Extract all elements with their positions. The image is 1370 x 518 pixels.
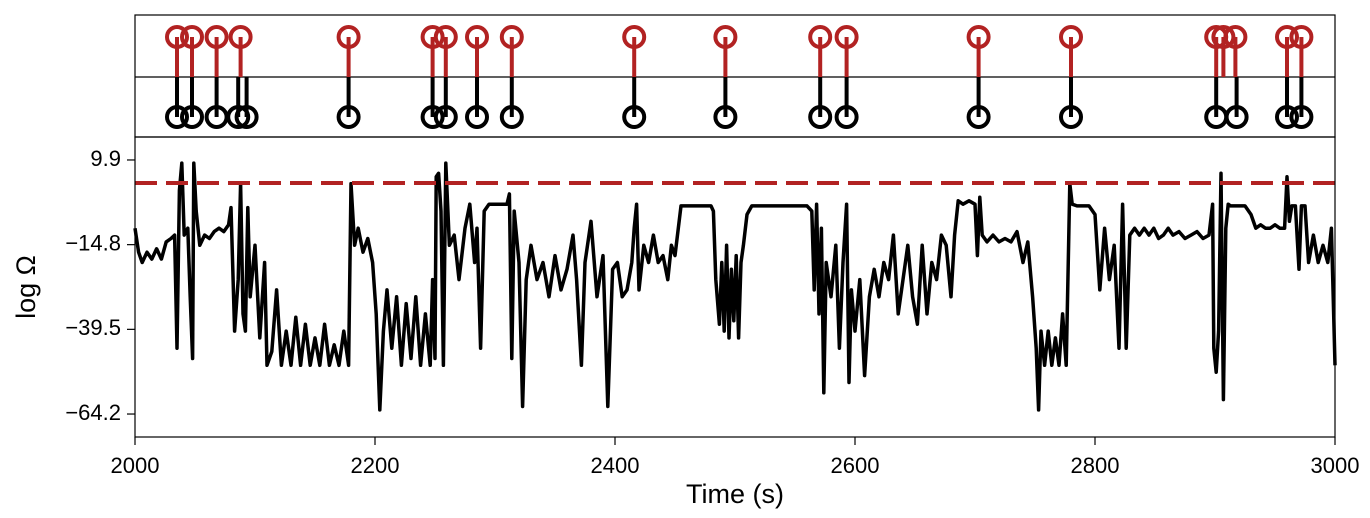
panel-frame — [134, 136, 1336, 438]
event-marker — [622, 105, 647, 129]
event-marker — [1059, 105, 1083, 129]
event-marker — [336, 105, 361, 129]
y-tick-label: −14.8 — [65, 230, 121, 255]
event-marker — [165, 25, 189, 49]
x-tick-label: 2000 — [111, 453, 160, 478]
y-tick-label: −64.2 — [65, 400, 121, 425]
y-axis-label: log Ω — [11, 255, 41, 319]
x-tick-label: 2200 — [351, 453, 400, 478]
event-marker — [1275, 25, 1299, 49]
event-marker — [499, 25, 524, 49]
event-marker — [420, 25, 445, 49]
event-marker — [966, 105, 991, 129]
event-marker — [180, 105, 204, 129]
event-marker — [1289, 105, 1314, 129]
event-marker — [1224, 105, 1249, 129]
x-tick-label: 2800 — [1071, 453, 1120, 478]
event-marker — [465, 105, 489, 129]
event-marker — [834, 105, 859, 129]
x-tick-label: 2400 — [591, 453, 640, 478]
x-tick-label: 3000 — [1311, 453, 1360, 478]
x-axis-label: Time (s) — [686, 479, 784, 509]
x-tick-label: 2600 — [831, 453, 880, 478]
event-marker — [420, 105, 445, 129]
event-marker — [713, 25, 738, 49]
event-marker — [713, 105, 738, 129]
event-marker — [834, 25, 859, 49]
event-marker — [433, 105, 458, 129]
event-marker — [433, 25, 458, 49]
data-line — [133, 161, 1337, 412]
event-marker — [1289, 25, 1314, 49]
event-marker — [204, 25, 229, 49]
event-marker — [336, 25, 361, 49]
event-marker — [499, 105, 524, 129]
event-marker — [1223, 25, 1248, 49]
event-marker — [966, 25, 991, 49]
event-marker — [180, 25, 204, 49]
event-marker — [808, 25, 833, 49]
event-marker — [808, 105, 833, 129]
y-tick-label: 9.9 — [90, 146, 121, 171]
y-tick-label: −39.5 — [65, 315, 121, 340]
event-marker — [622, 25, 647, 49]
event-marker — [465, 25, 489, 49]
event-marker — [165, 105, 189, 129]
event-marker — [1275, 105, 1299, 129]
event-marker — [228, 25, 253, 49]
event-marker — [234, 105, 259, 129]
event-marker — [1059, 25, 1083, 49]
